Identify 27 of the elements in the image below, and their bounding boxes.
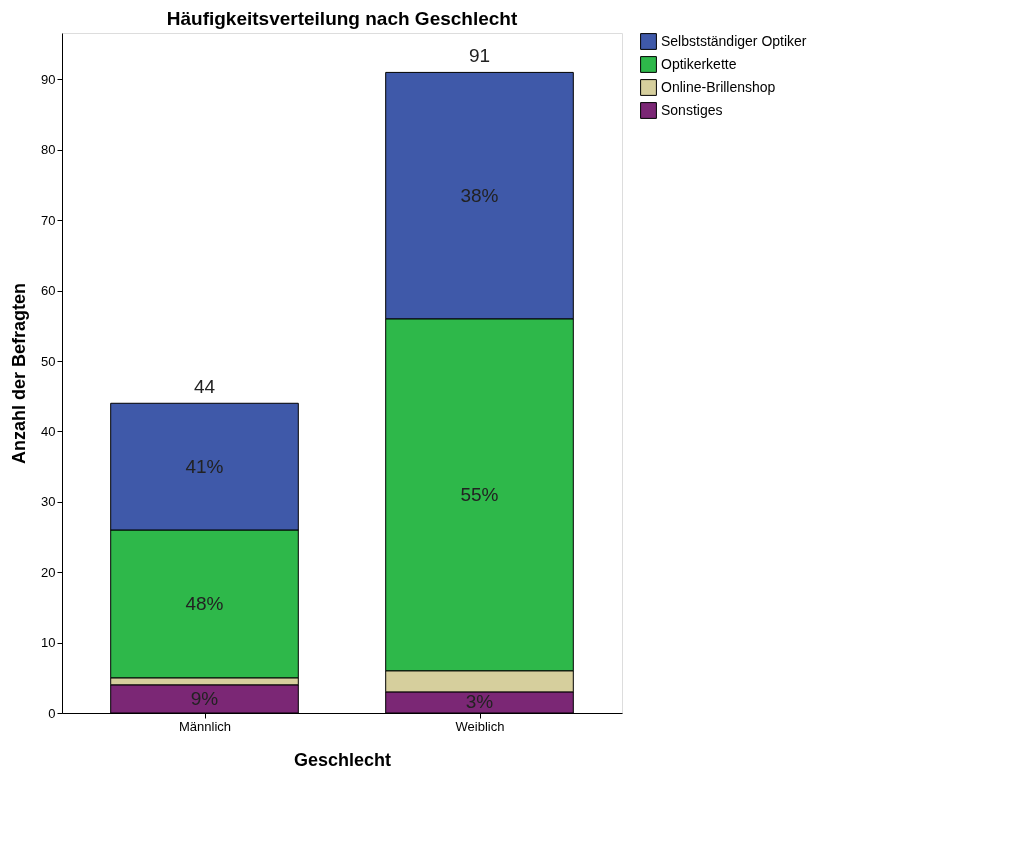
y-tick-label: 50 xyxy=(41,353,56,369)
y-axis-title: Anzahl der Befragten xyxy=(9,282,30,465)
annotation: 55% xyxy=(460,483,499,505)
y-tick-label: 20 xyxy=(41,564,56,580)
annotation: 9% xyxy=(190,687,219,709)
annotation: 41% xyxy=(185,455,224,477)
legend-label: Selbstständiger Optiker xyxy=(661,32,807,49)
annotation: 48% xyxy=(185,592,224,614)
y-tick-label: 30 xyxy=(41,494,56,510)
x-tick-label: Weiblich xyxy=(455,718,505,734)
legend-label: Sonstiges xyxy=(661,101,723,118)
y-tick-label: 0 xyxy=(48,705,56,721)
legend-label: Online-Brillenshop xyxy=(661,78,776,95)
y-tick-label: 90 xyxy=(41,71,56,87)
y-tick-label: 70 xyxy=(41,212,56,228)
x-tick-label: Männlich xyxy=(178,718,232,734)
y-tick-label: 10 xyxy=(41,635,56,651)
total-label: 91 xyxy=(468,45,491,67)
x-axis-title: Geschlecht xyxy=(293,749,392,770)
y-tick-label: 40 xyxy=(41,423,56,439)
total-label: 44 xyxy=(193,376,216,398)
y-tick-label: 60 xyxy=(41,283,56,299)
y-tick-label: 80 xyxy=(41,142,56,158)
annotation: 3% xyxy=(465,691,494,713)
legend-label: Optikerkette xyxy=(661,55,737,72)
annotation: 38% xyxy=(460,184,499,206)
chart-title: Häufigkeitsverteilung nach Geschlecht xyxy=(166,8,518,29)
